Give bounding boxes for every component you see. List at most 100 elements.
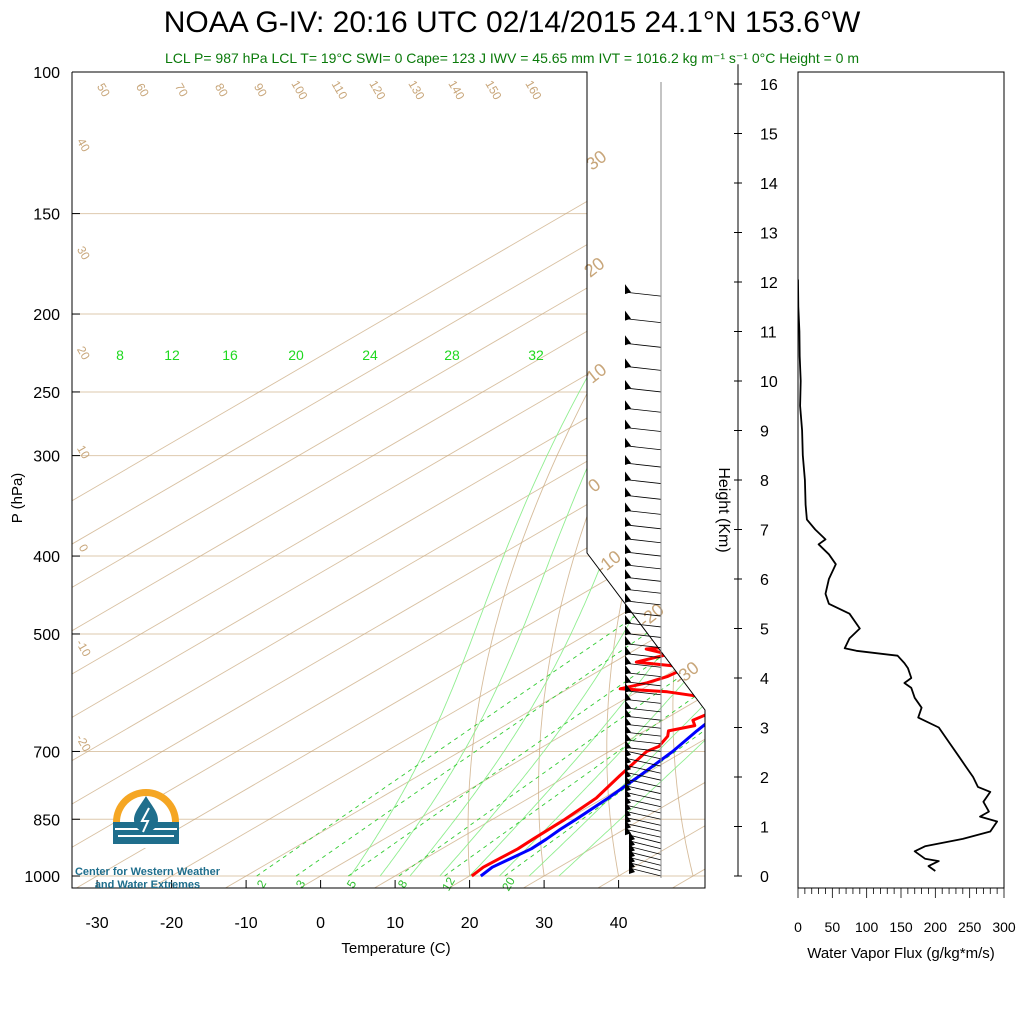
wind-barb <box>624 551 662 557</box>
flux-y-tick-label: 0 <box>760 869 769 886</box>
dry-adiabat-label: 60 <box>133 81 152 100</box>
dry-adiabat-label: 80 <box>212 81 231 100</box>
wind-barb-flag <box>625 699 631 710</box>
moist-adiabat-label: 32 <box>528 347 544 363</box>
wind-barb <box>624 479 662 484</box>
wind-barb <box>624 600 662 606</box>
flux-x-tick-label: 300 <box>992 919 1016 935</box>
wind-barb <box>624 804 662 814</box>
wind-barb <box>628 867 662 877</box>
isotherm <box>72 72 705 888</box>
flux-x-tick-label: 100 <box>855 919 879 935</box>
dry-adiabat <box>860 72 1024 876</box>
flux-y-axis-label: Height (Km) <box>715 467 732 552</box>
isotherm <box>72 72 705 888</box>
moist-adiabat-label: 8 <box>116 347 124 363</box>
isotherm <box>72 72 705 888</box>
wind-barb <box>624 785 662 795</box>
wind-barb-flag <box>625 471 631 482</box>
isotherm <box>291 72 705 888</box>
isotherm <box>72 72 705 888</box>
wind-barb-flag <box>625 400 631 411</box>
y-axis-label: P (hPa) <box>9 473 26 524</box>
dry-adiabat <box>918 72 1024 876</box>
wind-barb <box>624 564 662 570</box>
mixing-ratio-line <box>348 555 705 877</box>
isotherm-label: 30 <box>582 146 610 174</box>
flux-y-tick-label: 9 <box>760 424 769 441</box>
wind-barb <box>624 611 662 617</box>
wind-barb-flag <box>625 625 631 636</box>
dry-adiabat-label: 120 <box>366 78 388 103</box>
wind-barb-flag <box>625 691 631 702</box>
wind-barb <box>628 840 662 850</box>
isotherm <box>72 72 705 888</box>
wind-barb <box>628 846 662 855</box>
flux-x-tick-label: 0 <box>794 919 802 935</box>
wind-barb <box>624 690 662 696</box>
y-tick-label: 400 <box>33 549 60 566</box>
y-tick-label: 700 <box>33 744 60 761</box>
wind-barb <box>624 681 662 687</box>
wind-barb <box>624 750 662 760</box>
wind-barb-flag <box>625 581 631 592</box>
wind-barb-flag <box>625 556 631 567</box>
dry-adiabat <box>672 72 705 877</box>
mixing-ratio-line <box>256 555 705 877</box>
wind-barb-flag <box>625 761 631 772</box>
isotherm <box>72 72 705 888</box>
dry-adiabat-label: 140 <box>445 78 467 103</box>
wind-barb-flag <box>625 614 631 625</box>
moist-adiabat-label: 24 <box>362 347 378 363</box>
isotherm-label: -10 <box>592 546 625 578</box>
wind-barb-flag <box>625 708 631 719</box>
x-tick-label: -20 <box>160 915 183 932</box>
mixing-ratio-label: 20 <box>499 874 518 893</box>
dry-adiabat-label: 90 <box>251 81 270 100</box>
wind-barb-flag <box>625 645 631 656</box>
wind-barb <box>624 791 662 801</box>
flux-x-axis-label: Water Vapor Flux (g/kg*m/s) <box>807 945 995 962</box>
y-tick-label: 850 <box>33 812 60 829</box>
flux-panel <box>797 71 1005 889</box>
y-tick-label: 250 <box>33 385 60 402</box>
dry-adiabat <box>799 72 993 876</box>
flux-y-tick-label: 12 <box>760 275 778 292</box>
x-tick-label: 20 <box>461 915 479 932</box>
mixing-ratio-line <box>504 555 705 877</box>
dry-adiabat-label: 130 <box>405 78 427 103</box>
isotherm <box>142 72 705 888</box>
flux-profile <box>798 279 998 872</box>
flux-y-tick-label: 3 <box>760 721 769 738</box>
wind-barb-flag <box>625 746 631 757</box>
wind-barb <box>624 816 662 826</box>
moist-adiabat <box>528 313 705 877</box>
flux-y-tick-label: 7 <box>760 523 769 540</box>
isotherm-label: -10 <box>73 637 94 659</box>
wind-barb-flag <box>625 604 631 615</box>
moist-adiabat-label: 12 <box>164 347 180 363</box>
chart-title: NOAA G-IV: 20:16 UTC 02/14/2015 24.1°N 1… <box>163 6 861 39</box>
flux-y-tick-label: 16 <box>760 77 778 94</box>
dry-adiabat-label: 70 <box>172 81 191 100</box>
dry-adiabat-label: 160 <box>522 78 544 103</box>
wind-barb <box>624 494 662 500</box>
wind-barbs <box>624 284 662 877</box>
wind-barb-flag <box>625 358 631 369</box>
wind-barb-flag <box>625 655 631 666</box>
isotherm-label: 20 <box>74 344 93 363</box>
isotherm-label: 0 <box>76 542 92 555</box>
wind-barb <box>624 576 662 582</box>
wind-barb <box>628 834 662 844</box>
flux-x-tick-label: 250 <box>958 919 982 935</box>
dewpoint-profile <box>479 295 705 878</box>
flux-y-tick-label: 13 <box>760 226 778 243</box>
x-axis-label: Temperature (C) <box>341 940 450 957</box>
wind-barb <box>624 633 662 638</box>
wind-barb <box>624 747 662 752</box>
mixing-ratio-line <box>295 555 705 877</box>
flux-x-tick-label: 150 <box>889 919 913 935</box>
dry-adiabat-label: 150 <box>482 78 504 103</box>
